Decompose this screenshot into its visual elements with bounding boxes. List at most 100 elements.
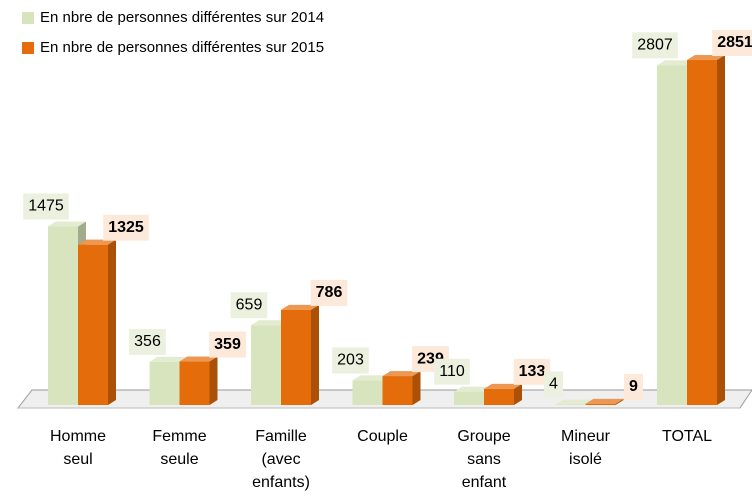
- value-label: 2851: [717, 34, 752, 51]
- bar-front: [382, 376, 413, 405]
- bar-side: [311, 304, 319, 405]
- bar: [179, 356, 218, 405]
- bar-side-shade: [514, 383, 522, 405]
- bar-side: [717, 55, 725, 406]
- value-label-bg: [544, 371, 563, 398]
- bar-top: [585, 398, 624, 404]
- bar-top: [687, 55, 725, 61]
- value-label-bg: [209, 331, 246, 358]
- bar-top-shade: [687, 55, 725, 61]
- value-label-group: 4: [544, 371, 563, 398]
- value-label-group: 356: [129, 328, 166, 355]
- bar-top-shade: [454, 386, 492, 392]
- value-label: 786: [316, 284, 343, 301]
- bar-front: [48, 226, 78, 405]
- bar-front: [78, 244, 108, 405]
- bar-top: [657, 60, 695, 66]
- value-label-bg: [103, 214, 149, 241]
- bar-top: [352, 375, 391, 381]
- value-label-group: 1475: [23, 193, 69, 220]
- x-tick-label: Homme seul: [49, 428, 106, 468]
- bar-top: [281, 304, 319, 310]
- legend-label: En nbre de personnes différentes sur 201…: [40, 39, 324, 56]
- x-tick-label: Mineur isolé: [561, 428, 610, 468]
- bar-side: [108, 239, 116, 405]
- bar-top: [78, 239, 116, 245]
- value-label-bg: [23, 193, 69, 220]
- value-label-group: 2851: [712, 30, 752, 57]
- bar-front: [149, 361, 180, 405]
- bar-top-shade: [251, 320, 289, 326]
- value-label-bg: [129, 328, 166, 355]
- x-tick-label: Femme seule: [152, 428, 207, 468]
- bar-front: [687, 60, 717, 406]
- bar-side-shade: [108, 239, 116, 405]
- value-label: 2807: [637, 37, 673, 54]
- bar-top: [251, 320, 289, 326]
- bar-front: [281, 309, 311, 405]
- bar-top: [454, 386, 492, 392]
- value-label: 133: [519, 363, 546, 380]
- bar-front: [454, 391, 484, 405]
- x-tick-label: Groupe sans enfant: [457, 428, 511, 491]
- bar-top: [382, 371, 421, 377]
- bar-front: [251, 325, 281, 405]
- x-tick-label: Couple: [357, 428, 408, 445]
- value-label-bg: [712, 30, 752, 57]
- value-label-group: 9: [624, 373, 643, 400]
- bar-top: [484, 383, 522, 389]
- value-label: 110: [439, 363, 465, 380]
- bar: [585, 398, 624, 405]
- value-label: 203: [337, 352, 364, 369]
- bar: [484, 383, 522, 405]
- bar-top: [48, 221, 86, 227]
- value-label-group: 1325: [103, 214, 149, 241]
- bar-front: [657, 65, 687, 405]
- bar-side: [412, 371, 421, 405]
- bar-top-shade: [48, 221, 86, 227]
- bar-top-shade: [179, 356, 218, 362]
- bar: [687, 55, 725, 406]
- bar-front: [352, 380, 383, 405]
- bar-side-shade: [412, 371, 421, 405]
- value-label: 1475: [28, 198, 64, 215]
- value-label-bg: [434, 358, 470, 385]
- bar-front: [179, 361, 210, 405]
- value-label: 659: [236, 296, 263, 313]
- value-label-bg: [332, 347, 369, 374]
- value-label: 9: [629, 378, 638, 395]
- bar-top-shade: [585, 398, 624, 404]
- bar-side: [514, 383, 522, 405]
- bar-top-shade: [382, 371, 421, 377]
- bar-side-shade: [311, 304, 319, 405]
- bar-top-shade: [281, 304, 319, 310]
- value-label-bg: [624, 373, 643, 400]
- bar-top-shade: [657, 60, 695, 66]
- bar-side: [209, 356, 218, 405]
- value-label: 1325: [108, 219, 144, 236]
- x-tick-label: TOTAL: [661, 428, 713, 445]
- bar: [281, 304, 319, 405]
- bar: [382, 371, 421, 405]
- bar-side-shade: [209, 356, 218, 405]
- bar-front: [585, 403, 616, 405]
- bar-top-shade: [352, 375, 391, 381]
- bar-top-shade: [484, 383, 522, 389]
- bar-top: [179, 356, 218, 362]
- x-tick-label: Famille (avec enfants): [252, 428, 310, 491]
- value-label: 359: [214, 336, 241, 353]
- legend-label: En nbre de personnes différentes sur 201…: [40, 9, 324, 26]
- bar-top-shade: [555, 399, 594, 405]
- value-label-group: 2807: [632, 32, 678, 59]
- value-label-group: 659: [230, 292, 268, 319]
- value-label-group: 110: [434, 358, 470, 385]
- bar-side-shade: [615, 398, 624, 405]
- value-label-group: 786: [310, 279, 348, 306]
- bar-top-shade: [149, 356, 188, 362]
- bar-side: [615, 398, 624, 405]
- value-label-group: 359: [209, 331, 246, 358]
- value-label-bg: [310, 279, 348, 306]
- bar-top: [555, 399, 594, 405]
